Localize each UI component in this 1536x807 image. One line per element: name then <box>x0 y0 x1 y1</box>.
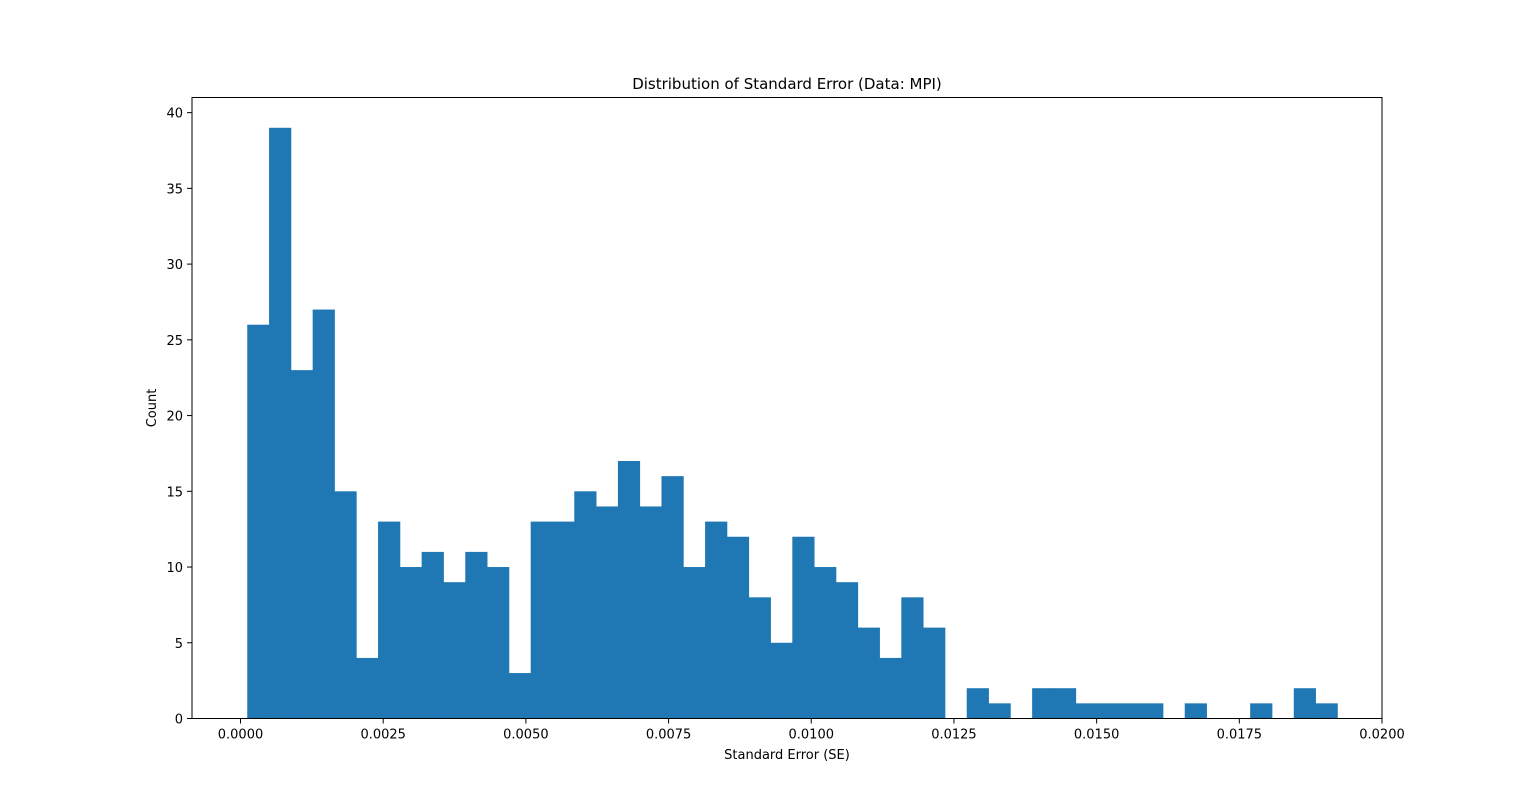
histogram-bar <box>290 370 314 719</box>
histogram-bar <box>988 703 1011 719</box>
y-tick-label: 35 <box>166 182 183 197</box>
y-axis-ticks: 0 5 10 15 20 25 30 35 40 <box>166 107 192 728</box>
histogram-bar <box>487 567 510 719</box>
histogram-bar <box>705 521 728 719</box>
histogram-bar <box>683 567 706 719</box>
histogram-bar <box>661 476 684 719</box>
histogram-bar <box>814 567 837 719</box>
histogram-bar <box>552 521 575 719</box>
histogram-bar <box>1293 688 1316 719</box>
x-tick-label: 0.0175 <box>1217 728 1263 743</box>
y-tick-label: 20 <box>166 410 183 425</box>
y-tick-label: 15 <box>166 485 183 500</box>
y-tick-label: 10 <box>166 561 183 576</box>
x-tick-label: 0.0025 <box>360 728 406 743</box>
histogram-bar <box>465 551 488 719</box>
x-tick-label: 0.0050 <box>503 728 549 743</box>
x-axis-label: Standard Error (SE) <box>724 748 850 763</box>
histogram-bar <box>1184 703 1207 719</box>
y-axis-label: Count <box>145 389 160 428</box>
chart-title: Distribution of Standard Error (Data: MP… <box>632 75 942 93</box>
histogram-bar <box>247 324 270 719</box>
histogram-bar <box>770 642 793 719</box>
histogram-bar <box>596 506 619 719</box>
x-tick-label: 0.0100 <box>789 728 835 743</box>
histogram-bar <box>857 627 880 719</box>
y-tick-label: 0 <box>175 713 183 728</box>
histogram-bar <box>617 461 641 719</box>
histogram-bar <box>1141 703 1164 719</box>
histogram-bar <box>792 536 815 719</box>
histogram-bar <box>1075 703 1098 719</box>
histogram-bar <box>901 597 924 719</box>
histogram-bar <box>966 688 989 719</box>
histogram-bar <box>443 582 466 719</box>
histogram-bar <box>835 582 859 719</box>
histogram-bar <box>1097 703 1120 719</box>
histogram-bar <box>574 491 597 719</box>
y-tick-label: 30 <box>166 258 183 273</box>
histogram-bar <box>726 536 750 719</box>
histogram-bar <box>748 597 771 719</box>
y-tick-label: 25 <box>166 334 183 349</box>
histogram-bar <box>269 127 292 719</box>
y-tick-label: 5 <box>175 637 183 652</box>
histogram-bars <box>247 127 1338 719</box>
histogram-bar <box>1315 703 1338 719</box>
x-tick-label: 0.0200 <box>1359 728 1405 743</box>
x-tick-label: 0.0125 <box>931 728 977 743</box>
histogram-bar <box>334 491 357 719</box>
histogram-bar <box>1053 688 1077 719</box>
histogram-bar <box>508 673 532 719</box>
histogram-bar <box>421 551 444 719</box>
plot-frame <box>191 97 1383 719</box>
histogram-bar <box>1250 703 1273 719</box>
histogram-bar <box>356 657 379 719</box>
x-tick-label: 0.0150 <box>1074 728 1120 743</box>
histogram-bar <box>312 309 335 719</box>
histogram-bar <box>378 521 401 719</box>
histogram-bar <box>923 627 946 719</box>
histogram-bar <box>1032 688 1055 719</box>
x-axis-ticks: 0.0000 0.0025 0.0050 0.0075 0.0100 0.0125 0.01… <box>218 718 1405 743</box>
histogram-bar <box>639 506 662 719</box>
y-tick-label: 40 <box>166 107 183 122</box>
histogram-bar <box>1119 703 1142 719</box>
x-tick-label: 0.0075 <box>646 728 692 743</box>
histogram-bar <box>530 521 553 719</box>
x-tick-label: 0.0000 <box>218 728 264 743</box>
histogram-bar <box>879 657 902 719</box>
histogram-bar <box>399 567 423 719</box>
